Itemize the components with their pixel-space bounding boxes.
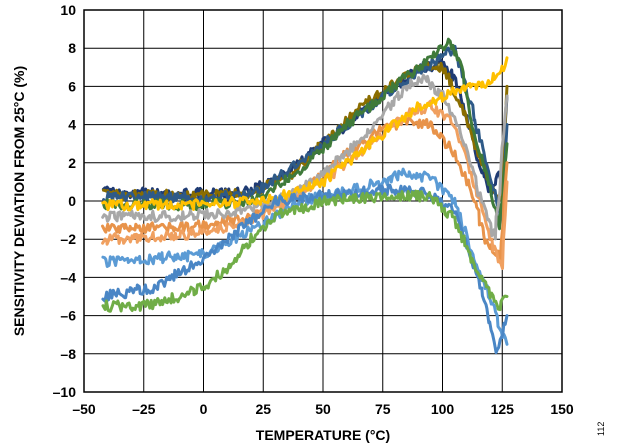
figure-id: 112 [596,422,606,436]
x-tick-label: 150 [550,401,574,417]
y-tick-label: –6 [60,308,76,324]
x-tick-label: –50 [72,401,96,417]
y-tick-label: –10 [53,384,77,400]
x-tick-label: 100 [431,401,455,417]
x-tick-label: 125 [491,401,515,417]
x-tick-label: 0 [200,401,208,417]
y-tick-label: 4 [68,117,76,133]
x-tick-label: 25 [255,401,271,417]
y-tick-label: –8 [60,346,76,362]
y-tick-label: –2 [60,231,76,247]
series-line-6 [101,99,509,270]
x-axis-title: TEMPERATURE (°C) [256,427,390,443]
x-tick-labels: –50 –25 0 25 50 75 100 125 150 [72,401,574,417]
x-tick-label: –25 [132,401,156,417]
series-layer [101,37,509,355]
y-tick-label: –4 [60,269,76,285]
y-tick-labels: –10 –8 –6 –4 –2 0 2 4 6 8 10 [53,2,77,400]
series-line-11 [101,189,509,313]
series-line-8 [101,56,509,212]
y-tick-label: 10 [60,2,76,18]
y-tick-label: 8 [68,40,76,56]
y-tick-label: 6 [68,78,76,94]
y-axis-title: SENSITIVITY DEVIATION FROM 25°C (%) [11,66,27,336]
x-tick-label: 50 [315,401,331,417]
y-tick-label: 2 [68,155,76,171]
series-line-9 [101,167,509,346]
x-tick-label: 75 [375,401,391,417]
plot-frame [83,9,563,393]
series-line-3 [102,44,509,221]
y-tick-label: 0 [68,193,76,209]
